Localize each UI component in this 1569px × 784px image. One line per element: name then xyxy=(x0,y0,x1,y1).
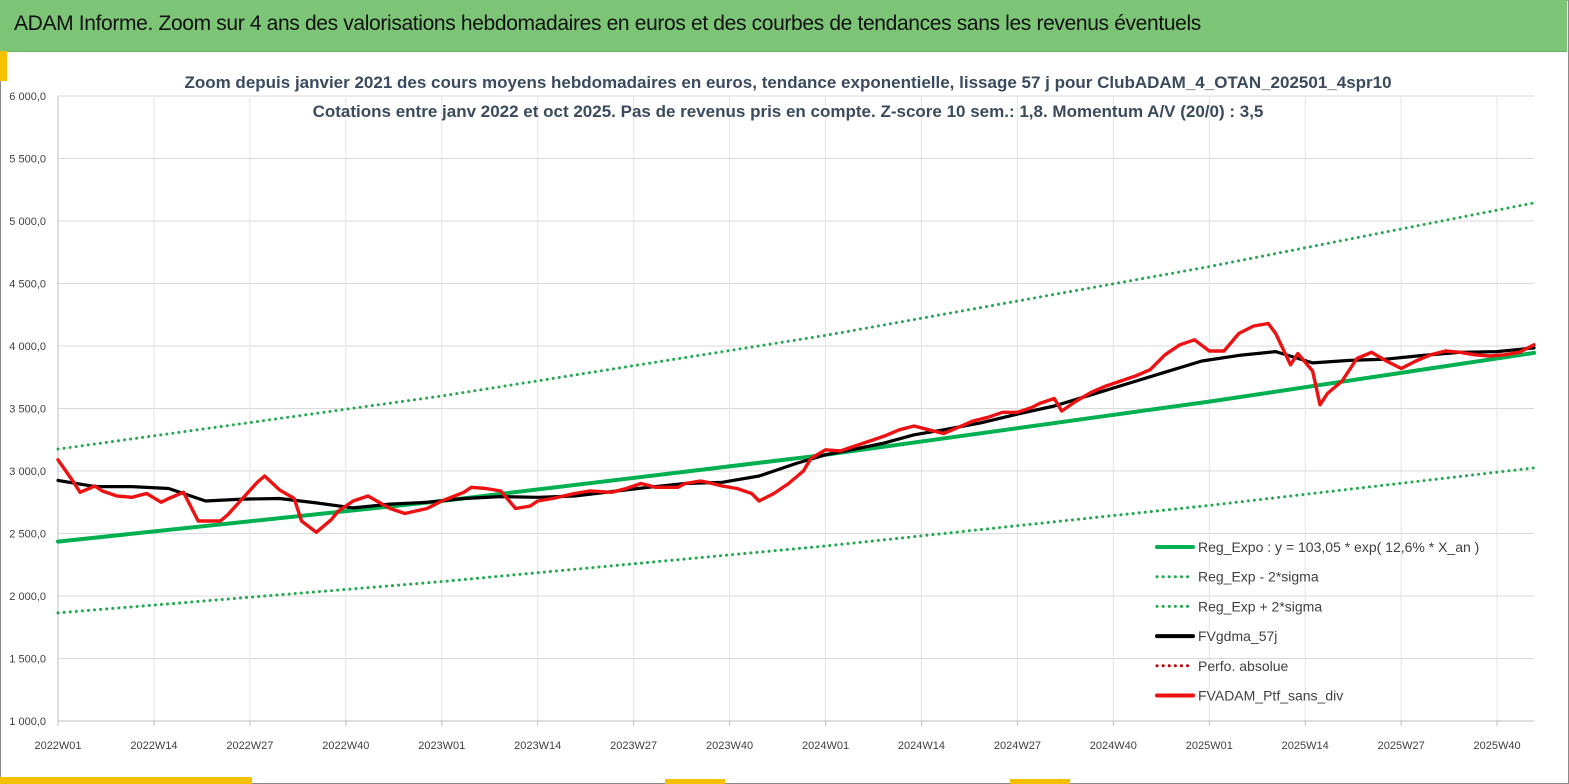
gold-accent-bottom xyxy=(0,777,252,784)
trend-chart: 1 000,0 1 500,0 2 000,0 2 500,0 3 000,0 3 500… xyxy=(9,73,1536,752)
grid xyxy=(58,95,1534,721)
y-tick-label: 2 500,0 xyxy=(9,529,46,541)
legend-label: FVgdma_57j xyxy=(1198,628,1277,644)
x-tick-label: 2025W40 xyxy=(1474,740,1521,752)
x-tick-label: 2025W01 xyxy=(1186,740,1233,752)
chart-title-line1: Zoom depuis janvier 2021 des cours moyen… xyxy=(184,73,1391,92)
y-tick-label: 5 000,0 xyxy=(9,216,46,228)
header-bar: ADAM Informe. Zoom sur 4 ans des valoris… xyxy=(0,0,1567,52)
y-tick-label: 3 500,0 xyxy=(9,404,46,416)
gold-accent-bottom-mid xyxy=(665,779,725,784)
x-tick-label: 2025W27 xyxy=(1378,740,1425,752)
axes xyxy=(57,96,1534,722)
series xyxy=(56,201,1536,615)
x-tick-label: 2023W27 xyxy=(610,740,657,752)
series-line-1 xyxy=(56,466,1536,615)
chart-title-line2: Cotations entre janv 2022 et oct 2025. P… xyxy=(313,102,1264,121)
series-line-2 xyxy=(56,201,1536,451)
legend-label: Perfo. absolue xyxy=(1198,658,1288,674)
x-tick-label: 2023W40 xyxy=(706,740,753,752)
y-tick-label: 4 500,0 xyxy=(9,279,46,291)
page-title: ADAM Informe. Zoom sur 4 ans des valoris… xyxy=(14,12,1201,35)
x-tick-label: 2022W40 xyxy=(322,740,369,752)
y-tick-label: 3 000,0 xyxy=(9,466,46,478)
x-tick-label: 2024W14 xyxy=(898,740,945,752)
x-tick-label: 2023W01 xyxy=(418,740,465,752)
legend-label: Reg_Exp + 2*sigma xyxy=(1198,598,1322,614)
x-tick-label: 2024W01 xyxy=(802,740,849,752)
gold-accent-bottom-right xyxy=(1010,779,1070,784)
series-line-0 xyxy=(56,350,1536,544)
x-tick-label: 2022W14 xyxy=(130,740,177,752)
x-tick-label: 2024W40 xyxy=(1090,740,1137,752)
y-tick-label: 2 000,0 xyxy=(9,591,46,603)
x-tick-label: 2022W27 xyxy=(226,740,273,752)
legend-label: Reg_Exp - 2*sigma xyxy=(1198,569,1319,585)
x-tick-label: 2025W14 xyxy=(1282,740,1329,752)
gold-accent-top xyxy=(0,51,7,81)
y-tick-label: 6 000,0 xyxy=(9,91,46,103)
x-tick-label: 2024W27 xyxy=(994,740,1041,752)
y-tick-label: 1 500,0 xyxy=(9,654,46,666)
y-tick-label: 5 500,0 xyxy=(9,154,46,166)
x-tick-label: 2023W14 xyxy=(514,740,561,752)
legend-label: FVADAM_Ptf_sans_div xyxy=(1198,688,1343,704)
series-line-5 xyxy=(56,321,1536,534)
legend: Reg_Expo : y = 103,05 * exp( 12,6% * X_a… xyxy=(1155,539,1479,704)
y-axis-ticks: 1 000,0 1 500,0 2 000,0 2 500,0 3 000,0 3 500… xyxy=(9,91,46,728)
y-tick-label: 1 000,0 xyxy=(9,716,46,728)
legend-label: Reg_Expo : y = 103,05 * exp( 12,6% * X_a… xyxy=(1198,539,1479,555)
x-tick-label: 2022W01 xyxy=(34,740,81,752)
x-axis-ticks: 2022W01 2022W14 2022W27 2022W40 2023W01 2023W… xyxy=(34,721,1521,752)
y-tick-label: 4 000,0 xyxy=(9,341,46,353)
